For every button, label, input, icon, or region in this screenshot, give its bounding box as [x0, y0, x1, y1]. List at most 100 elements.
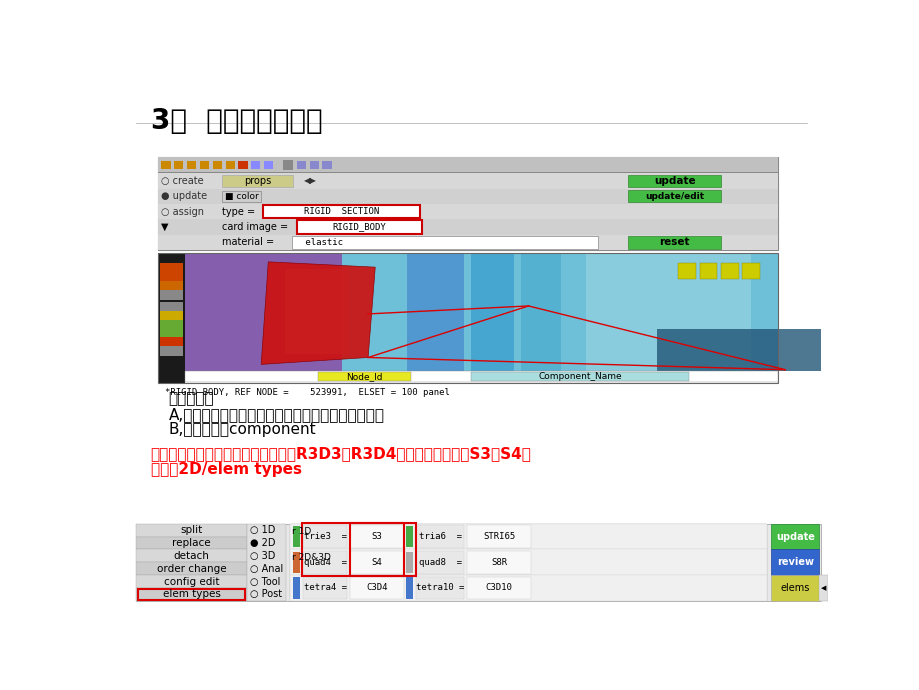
Bar [302, 551, 347, 573]
Bar [407, 253, 464, 371]
Bar [136, 588, 246, 601]
Bar [225, 161, 234, 170]
Bar [160, 272, 183, 282]
Bar [160, 337, 183, 346]
Bar [136, 575, 246, 588]
Bar [185, 253, 341, 371]
Text: review: review [776, 558, 812, 567]
Bar [628, 175, 720, 187]
Bar [467, 525, 531, 548]
Bar [521, 253, 560, 371]
Text: split: split [180, 525, 202, 535]
Bar [471, 253, 514, 371]
Bar [318, 372, 411, 382]
Text: ▼: ▼ [161, 222, 169, 232]
Text: ○ 3D: ○ 3D [250, 551, 276, 561]
Bar [292, 578, 300, 599]
Bar [467, 551, 531, 573]
Text: ◀: ◀ [820, 585, 825, 591]
Bar [467, 577, 531, 599]
Text: ○ 1D: ○ 1D [250, 525, 276, 535]
Bar [158, 157, 777, 172]
Bar [349, 523, 404, 575]
Bar [289, 524, 766, 549]
Bar [742, 264, 759, 279]
Text: reset: reset [659, 237, 689, 248]
Text: 3，  刚性网格的属性: 3， 刚性网格的属性 [151, 107, 322, 135]
Bar [471, 372, 688, 382]
Bar [292, 551, 300, 573]
Bar [251, 161, 260, 170]
Text: update: update [775, 531, 813, 542]
Bar [584, 253, 750, 371]
Bar [289, 524, 766, 601]
Text: S8R: S8R [491, 558, 506, 566]
Bar [136, 524, 820, 601]
Bar [158, 253, 777, 383]
Bar [289, 575, 766, 601]
Text: RIGID  SECTION: RIGID SECTION [304, 207, 379, 216]
Bar [158, 219, 777, 235]
Text: ○ Tool: ○ Tool [250, 577, 280, 586]
Text: update/edit: update/edit [644, 192, 704, 201]
Text: config edit: config edit [164, 577, 219, 586]
Bar [264, 161, 273, 170]
Text: S3: S3 [371, 532, 382, 541]
Text: *RIGID BODY, REF NODE =    523991,  ELSET = 100 panel: *RIGID BODY, REF NODE = 523991, ELSET = … [165, 388, 449, 397]
Text: 注意：刚性网格的单元类型要更新成R3D3、R3D4，普通单元类型是S3、S4。: 注意：刚性网格的单元类型要更新成R3D3、R3D4，普通单元类型是S3、S4。 [151, 446, 531, 461]
Bar [297, 161, 306, 170]
Text: detach: detach [174, 551, 210, 561]
Text: replace: replace [172, 538, 210, 548]
Text: ● 2D: ● 2D [250, 538, 276, 548]
Bar [310, 161, 319, 170]
Bar [291, 237, 597, 248]
Text: type =: type = [221, 206, 255, 217]
Text: elems: elems [779, 583, 809, 593]
Bar [158, 188, 777, 204]
Bar [185, 371, 777, 382]
Bar [302, 577, 347, 599]
Text: B,刚性网格的component: B,刚性网格的component [168, 422, 316, 437]
Bar [221, 175, 293, 187]
Bar [158, 253, 185, 383]
Bar [284, 269, 348, 354]
Text: Node_Id: Node_Id [346, 372, 382, 381]
Bar [350, 577, 403, 599]
Text: ○ Anal: ○ Anal [250, 564, 283, 573]
Text: tetra10 =: tetra10 = [415, 584, 464, 593]
Text: STRI65: STRI65 [482, 532, 515, 541]
Bar [282, 160, 292, 170]
Bar [415, 577, 464, 599]
Text: r 2D&3D: r 2D&3D [291, 553, 330, 562]
Text: elem types: elem types [163, 589, 221, 600]
Bar [221, 190, 261, 201]
Text: r 1D: r 1D [291, 527, 311, 536]
Bar [770, 549, 819, 575]
Bar [212, 161, 221, 170]
Bar [323, 161, 332, 170]
Bar [246, 524, 286, 601]
Bar [160, 328, 183, 337]
Text: ○ assign: ○ assign [161, 206, 204, 217]
Text: 只需要选择: 只需要选择 [168, 391, 214, 406]
Text: tria6  =: tria6 = [418, 532, 461, 541]
Text: material =: material = [221, 237, 274, 248]
Bar [656, 329, 820, 371]
Text: 命令是2D/elem types: 命令是2D/elem types [151, 462, 301, 477]
Bar [405, 578, 413, 599]
Bar [405, 551, 413, 573]
Bar [699, 264, 717, 279]
Bar [138, 589, 245, 600]
Bar [158, 173, 777, 188]
Bar [160, 290, 183, 299]
Bar [301, 523, 415, 575]
Text: props: props [244, 176, 271, 186]
Bar [297, 220, 421, 234]
Bar [185, 253, 777, 371]
Bar [199, 161, 209, 170]
Bar [628, 190, 720, 202]
Bar [770, 524, 819, 549]
Text: ◀▶: ◀▶ [303, 177, 317, 186]
Text: update: update [653, 176, 695, 186]
Bar [720, 264, 738, 279]
